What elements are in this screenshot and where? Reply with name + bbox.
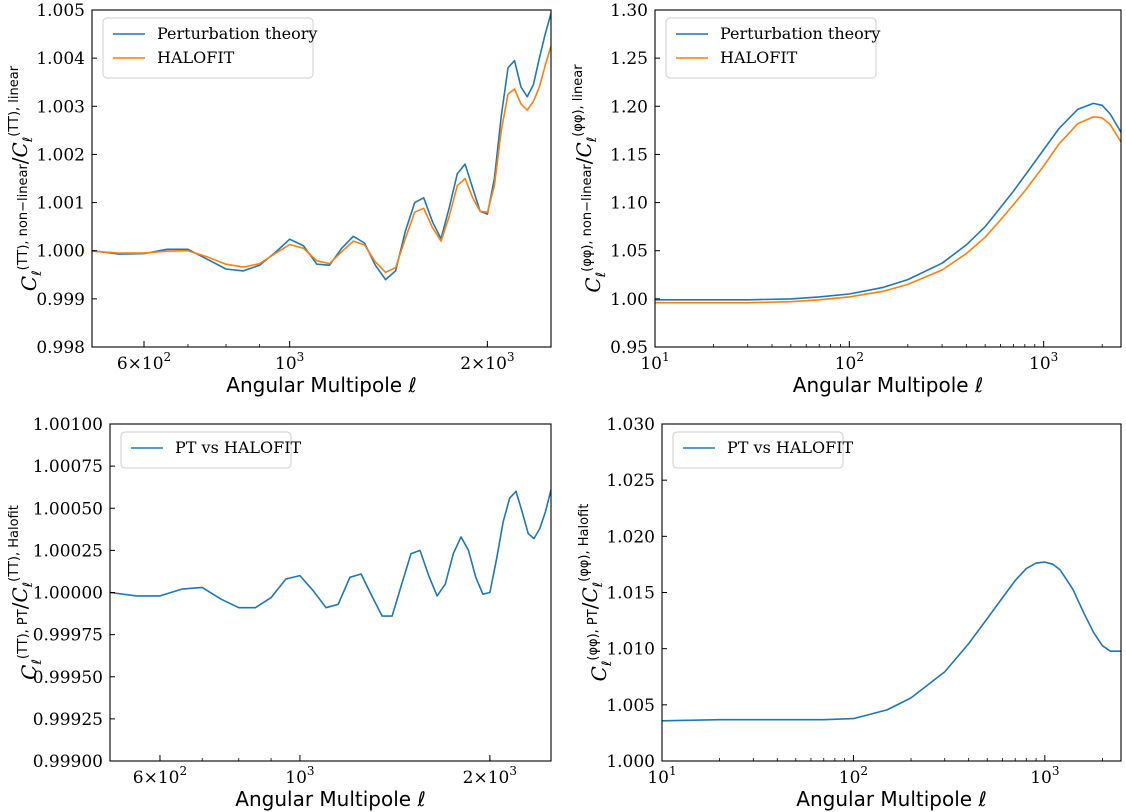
series-line-0 (92, 12, 551, 281)
y-axis-label: Cℓ(φφ), PT/Cℓ(φφ), Halofit (577, 504, 615, 682)
y-tick-label: 1.015 (606, 584, 655, 604)
y-tick-label: 0.998 (36, 338, 85, 358)
y-tick-label: 1.003 (36, 97, 85, 117)
x-tick-label: 101 (640, 350, 669, 374)
y-tick-label: 0.99925 (33, 710, 103, 730)
x-tick-label: 103 (1030, 764, 1059, 788)
legend: PT vs HALOFIT (120, 431, 302, 469)
legend-label: PT vs HALOFIT (175, 438, 302, 457)
y-tick-label: 1.00000 (33, 584, 103, 604)
legend-label: HALOFIT (157, 48, 235, 67)
x-axis-label: Angular Multipole ℓ (793, 373, 983, 397)
x-tick-label: 6×102 (133, 764, 187, 788)
y-tick-label: 0.95 (610, 338, 648, 358)
y-tick-label: 1.15 (610, 145, 648, 165)
y-tick-label: 1.000 (36, 242, 85, 262)
y-tick-label: 1.004 (36, 49, 85, 69)
y-tick-label: 0.99975 (33, 626, 103, 646)
y-tick-label: 1.20 (610, 97, 648, 117)
y-tick-label: 1.000 (606, 752, 655, 772)
series-line-0 (110, 488, 551, 617)
y-axis-label: Cℓ(TT), PT/Cℓ(TT), Halofit (7, 505, 45, 680)
y-tick-label: 1.00025 (33, 541, 103, 561)
x-tick-label: 102 (835, 350, 864, 374)
y-tick-label: 0.999 (36, 290, 85, 310)
y-tick-label: 1.001 (36, 194, 85, 214)
series-line-0 (662, 561, 1121, 722)
legend: PT vs HALOFIT (672, 431, 854, 469)
y-tick-label: 1.030 (606, 415, 655, 435)
legend-label: PT vs HALOFIT (727, 438, 854, 457)
x-tick-label: 101 (647, 764, 676, 788)
y-tick-label: 1.10 (610, 194, 648, 214)
plot-frame (91, 9, 552, 348)
x-tick-label: 103 (1029, 350, 1058, 374)
x-tick-label: 6×102 (117, 350, 171, 374)
y-axis-label: Cℓ(TT), non−linear/Cℓ(TT), linear (7, 65, 45, 291)
x-axis-label: Angular Multipole ℓ (796, 787, 986, 811)
y-tick-label: 1.025 (606, 471, 655, 491)
y-tick-label: 1.30 (610, 1, 648, 21)
legend-label: HALOFIT (720, 48, 798, 67)
y-tick-label: 1.00075 (33, 457, 103, 477)
y-tick-label: 0.99950 (33, 668, 103, 688)
y-tick-label: 1.020 (606, 527, 655, 547)
y-tick-label: 1.010 (606, 640, 655, 660)
plot-frame (109, 423, 552, 762)
x-axis-label: Angular Multipole ℓ (235, 787, 425, 811)
panel-top-right: 0.95 1.00 1.05 1.10 1.15 1.20 1.25 1.30 101 102 10… (571, 1, 1122, 397)
series-line-1 (655, 116, 1121, 304)
plot-frame (661, 423, 1122, 762)
x-tick-label: 2×103 (460, 350, 514, 374)
legend-label: Perturbation theory (157, 24, 317, 43)
x-tick-label: 102 (839, 764, 868, 788)
panel-top-left: 0.998 0.999 1.000 1.001 1.002 1.003 1.004 1.005… (7, 1, 552, 397)
y-tick-label: 1.00050 (33, 499, 103, 519)
series-line-0 (655, 102, 1121, 301)
x-tick-label: 2×103 (463, 764, 517, 788)
x-axis-label: Angular Multipole ℓ (226, 373, 416, 397)
y-tick-label: 1.002 (36, 145, 85, 165)
legend-label: Perturbation theory (720, 24, 880, 43)
y-tick-label: 1.00 (610, 290, 648, 310)
y-axis-label: Cℓ(φφ), non−linear/Cℓ(φφ), linear (571, 64, 609, 293)
y-tick-label: 1.05 (610, 242, 648, 262)
panel-bottom-right: 1.000 1.005 1.010 1.015 1.020 1.025 1.030 101 10… (577, 415, 1122, 811)
panel-bottom-left: 0.99900 0.99925 0.99950 0.99975 1.00000 1.000… (7, 415, 552, 811)
y-tick-label: 1.25 (610, 49, 648, 69)
y-tick-label: 1.00100 (33, 415, 103, 435)
legend: Perturbation theory HALOFIT (665, 17, 880, 79)
series-line-1 (92, 45, 551, 274)
plot-frame (654, 9, 1122, 348)
x-tick-label: 103 (285, 764, 314, 788)
y-tick-label: 0.99900 (33, 752, 103, 772)
legend: Perturbation theory HALOFIT (102, 17, 317, 79)
y-tick-label: 1.005 (36, 1, 85, 21)
y-tick-label: 1.005 (606, 696, 655, 716)
x-tick-label: 103 (275, 350, 304, 374)
